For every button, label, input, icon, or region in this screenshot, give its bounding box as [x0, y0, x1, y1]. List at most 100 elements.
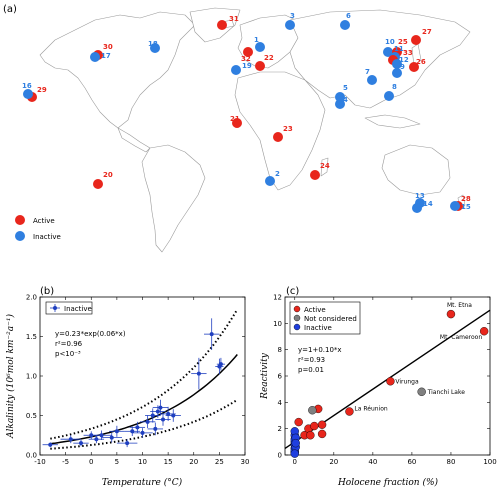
data-point: [130, 429, 135, 434]
site-label: 5: [343, 84, 348, 92]
point-annotations: Mt. Etna Mt. Cameroon Virunga Tianchi Lake L…: [354, 302, 482, 412]
europe: [237, 14, 301, 69]
y-tick-label: 0.0: [26, 452, 37, 460]
data-point: [94, 437, 99, 442]
y-axis-title: Reactivity: [260, 352, 270, 400]
japan: [411, 43, 422, 67]
site-marker: [310, 170, 320, 180]
site-label: 18: [148, 40, 158, 48]
legend-label: Active: [304, 306, 326, 314]
site-label: 14: [423, 200, 433, 208]
legend-active-label: Active: [33, 217, 55, 225]
site-label: 10: [385, 38, 395, 46]
data-point: [166, 411, 171, 416]
legend-label: Not considered: [304, 315, 357, 323]
panel-a-label: (a): [3, 4, 17, 15]
x-tick-label: 25: [215, 458, 224, 466]
site-marker: [217, 20, 227, 30]
data-points: [42, 318, 226, 448]
data-point: [306, 431, 315, 440]
chart-legend: Inactive: [45, 301, 93, 315]
chart-legend: Active Not considered Inactive: [289, 301, 361, 335]
site-marker: [367, 75, 377, 85]
legend-marker: [53, 306, 57, 310]
site-label: 31: [229, 15, 239, 23]
y-tick-label: 12: [273, 294, 282, 302]
central-america: [117, 127, 151, 153]
data-point: [68, 437, 73, 442]
site-label: 4: [343, 96, 348, 104]
data-point: [317, 429, 327, 439]
y-tick-label: 0.5: [26, 412, 37, 420]
equation-line: y=1+0.10*x: [298, 346, 342, 354]
data-point: [145, 419, 150, 424]
x-axis-title: Holocene fraction (%): [337, 477, 439, 488]
site-label: 7: [365, 68, 370, 76]
data-point: [161, 417, 165, 422]
data-point: [386, 377, 395, 386]
lower-bound-line: [50, 398, 238, 450]
site-marker: [93, 179, 103, 189]
site-marker: [383, 47, 393, 57]
y-tick-label: 1.5: [26, 333, 37, 341]
data-point: [48, 442, 53, 447]
africa: [234, 71, 326, 191]
legend-inactive-label: Inactive: [33, 233, 61, 241]
south-america: [141, 144, 206, 253]
data-point: [310, 421, 319, 431]
site-marker: [243, 47, 253, 57]
axis-ticks: -10 -5 0 5 10 15 20 25 30 0.0 0.5 1.0 1.5 2.0: [26, 294, 250, 467]
site-marker: [384, 91, 394, 101]
data-point: [135, 425, 140, 430]
data-point: [158, 405, 163, 410]
site-marker: [409, 62, 419, 72]
site-marker: [340, 20, 350, 30]
site-marker: [255, 61, 265, 71]
legend-inactive-marker: [15, 231, 25, 241]
fit-line: [50, 354, 238, 445]
equation-line: p=0.01: [298, 366, 324, 374]
site-marker: [412, 203, 422, 213]
y-tick-label: 8: [278, 346, 282, 354]
point-annotation: Tianchi Lake: [427, 389, 466, 396]
indonesia: [364, 114, 421, 129]
site-label: 1: [254, 36, 259, 44]
legend-label: Inactive: [304, 324, 332, 332]
y-tick-label: 1.0: [26, 373, 37, 381]
legend-box: [289, 301, 361, 335]
site-marker: [255, 42, 265, 52]
world-map: [39, 7, 471, 253]
data-point: [125, 441, 130, 446]
data-point: [308, 406, 317, 415]
site-label: 23: [283, 125, 293, 133]
y-tick-label: 2.0: [26, 294, 37, 302]
point-annotation: Virunga: [395, 378, 419, 385]
data-point: [99, 433, 104, 438]
upper-bound-line: [50, 308, 239, 440]
site-label: 16: [22, 82, 32, 90]
site-label: 26: [416, 58, 426, 66]
site-label: 19: [242, 62, 252, 70]
x-tick-label: 20: [329, 458, 338, 466]
site-label: 2: [275, 170, 280, 178]
x-tick-label: -5: [62, 458, 69, 466]
y-axis-title: Alkalinity (10⁶mol km⁻²a⁻¹): [5, 313, 16, 439]
panel-c-chart: (c) 0 20 40 60 80 100 0 2 4 6 8 10 12 Mt. Etna Mt. Ca…: [260, 286, 497, 488]
point-annotation: Mt. Cameroon: [440, 334, 482, 341]
site-marker: [265, 176, 275, 186]
site-label: 15: [461, 203, 471, 211]
site-label: 12: [399, 56, 409, 64]
x-tick-label: 15: [164, 458, 173, 466]
site-label: 17: [101, 52, 111, 60]
x-tick-label: 60: [407, 458, 416, 466]
y-tick-label: 6: [278, 373, 283, 381]
site-labels: 1 2 3 4 5 6 7 8 9 10 11 12 13 14 15 16 1…: [22, 12, 471, 211]
legend-active-marker: [15, 215, 25, 225]
x-tick-label: 5: [115, 458, 119, 466]
site-label: 13: [415, 192, 425, 200]
legend-active-marker: [293, 305, 301, 313]
site-label: 32: [241, 55, 251, 63]
data-point: [294, 417, 303, 427]
site-label: 25: [398, 38, 408, 46]
panel-b-label: (b): [40, 286, 54, 297]
